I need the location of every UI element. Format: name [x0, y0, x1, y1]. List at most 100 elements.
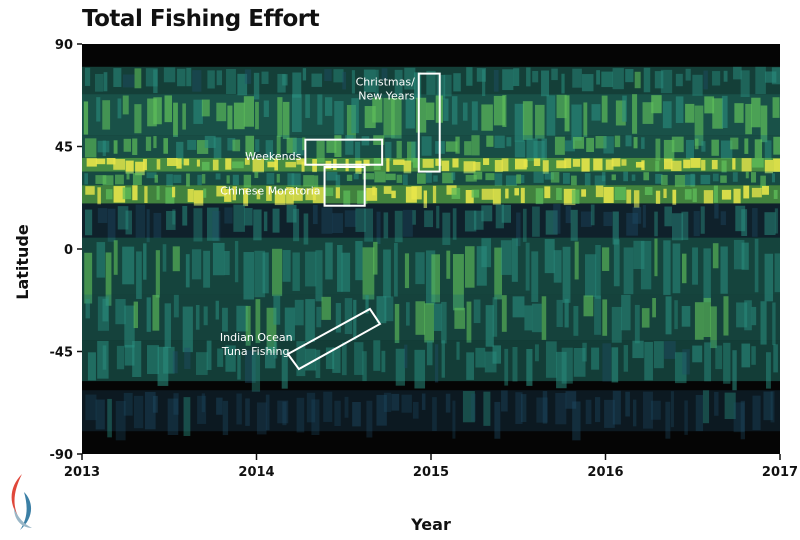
heat-cell — [663, 240, 671, 295]
heat-band-base — [82, 203, 780, 238]
heat-cell — [183, 158, 190, 166]
heat-cell — [486, 135, 494, 147]
heat-cell — [700, 174, 711, 185]
heat-cell — [633, 190, 640, 208]
heat-cell — [643, 172, 650, 181]
heat-cell — [303, 175, 315, 187]
heat-cell — [772, 302, 776, 346]
heat-cell — [255, 299, 261, 344]
heat-cell — [714, 203, 719, 219]
heat-cell — [115, 400, 126, 441]
heat-cell — [556, 299, 563, 328]
heat-cell — [483, 391, 491, 426]
heat-cell — [694, 138, 699, 150]
heat-cell — [191, 249, 202, 280]
heat-cell — [244, 69, 252, 84]
heat-cell — [412, 158, 420, 168]
heat-cell — [772, 97, 780, 118]
heat-cell — [446, 185, 457, 195]
heat-cell — [243, 174, 252, 188]
heat-cell — [424, 303, 434, 343]
heat-cell — [95, 158, 106, 165]
heat-cell — [243, 252, 255, 300]
heat-cell — [321, 296, 331, 320]
heat-band — [82, 203, 780, 247]
annotation-box — [323, 166, 366, 207]
heat-cell — [626, 212, 638, 236]
heat-cell — [115, 299, 126, 325]
heat-cell — [426, 171, 432, 183]
heat-cell — [771, 173, 776, 183]
heat-cell — [774, 253, 780, 293]
heat-cell — [774, 208, 778, 234]
heat-cell — [227, 137, 236, 151]
heat-cell — [237, 351, 241, 380]
heat-cell — [184, 347, 191, 369]
heat-cell — [415, 97, 427, 133]
heat-cell — [711, 159, 718, 170]
heat-cell — [146, 172, 157, 179]
heat-cell — [353, 173, 359, 180]
heat-cell — [276, 173, 280, 183]
y-tick-label: 0 — [64, 243, 73, 258]
heat-cell — [441, 340, 445, 378]
heat-cell — [394, 69, 403, 96]
heat-band — [82, 237, 780, 311]
heat-cell — [372, 97, 383, 123]
y-tick-label: -90 — [50, 448, 74, 463]
heat-cell — [254, 171, 259, 179]
heat-cell — [701, 159, 706, 171]
heat-cell — [565, 391, 577, 409]
heat-cell — [720, 140, 733, 159]
heat-cell — [153, 136, 157, 149]
heat-cell — [733, 66, 742, 80]
heat-cell — [520, 187, 525, 204]
heat-cell — [751, 172, 757, 183]
annotation: Weekends — [245, 138, 384, 166]
heat-cell — [294, 299, 304, 326]
heat-cell — [721, 189, 732, 200]
heat-cell — [695, 394, 704, 432]
heat-cell — [215, 300, 219, 320]
heat-cell — [222, 400, 229, 436]
heat-cell — [754, 238, 759, 293]
heat-cell — [102, 100, 111, 130]
heat-cell — [584, 173, 591, 186]
heat-cell — [266, 307, 277, 354]
heat-cell — [285, 161, 297, 168]
heat-cell — [363, 159, 370, 167]
heat-cell — [362, 247, 375, 300]
heat-cell — [571, 175, 577, 186]
heat-cell — [95, 175, 107, 184]
heat-cell — [156, 186, 160, 200]
heat-cell — [462, 102, 468, 121]
heat-cell — [612, 211, 619, 245]
heat-cell — [740, 400, 745, 440]
heat-cell — [651, 95, 662, 114]
heat-cell — [152, 294, 160, 331]
heat-cell — [344, 210, 357, 227]
heat-cell — [292, 72, 302, 98]
heat-cell — [764, 253, 774, 302]
heat-cell — [512, 296, 525, 318]
heat-cell — [277, 73, 286, 93]
heat-cell — [583, 295, 594, 317]
heat-cell — [132, 185, 138, 201]
heat-cell — [533, 171, 544, 183]
heat-cell — [265, 140, 274, 163]
heat-cell — [541, 70, 550, 97]
heat-cell — [733, 402, 745, 433]
heat-cell — [177, 68, 186, 87]
heat-cell — [596, 70, 600, 85]
heat-cell — [353, 299, 357, 341]
heat-cell — [492, 297, 498, 337]
heat-cell — [665, 296, 672, 335]
heat-cell — [591, 104, 601, 121]
heat-cell — [545, 341, 557, 378]
heat-cell — [581, 74, 594, 92]
heat-cell — [700, 206, 705, 234]
heat-cell — [544, 239, 555, 274]
heat-cell — [196, 159, 200, 167]
heat-cell — [655, 160, 660, 172]
heat-cell — [265, 394, 270, 431]
